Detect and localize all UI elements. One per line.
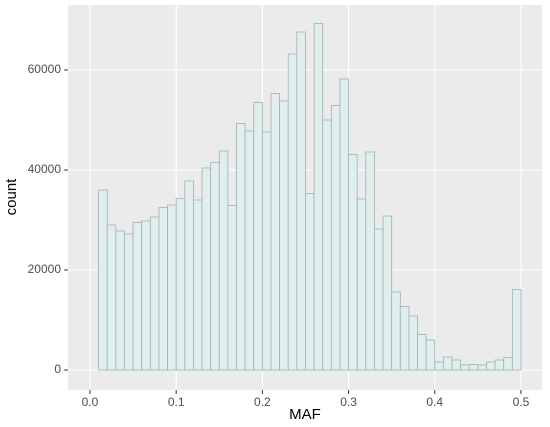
x-axis-title: MAF	[289, 406, 321, 423]
bar	[468, 364, 479, 371]
bar	[287, 53, 298, 371]
bar	[494, 359, 505, 371]
bar	[227, 205, 237, 371]
bar	[115, 230, 125, 371]
bar	[236, 123, 246, 371]
bar	[244, 130, 255, 371]
axes: 0.0 0.1 0.2 0.3 0.4 0.5 0 20000 40000 60000	[28, 62, 530, 409]
bar	[106, 224, 117, 371]
bar	[417, 334, 427, 371]
y-axis-title: count	[3, 178, 20, 216]
bar	[201, 167, 212, 371]
bar	[408, 315, 418, 371]
bar	[503, 357, 513, 371]
y-tick-label: 40000	[28, 162, 62, 176]
bar	[348, 154, 358, 371]
bar	[296, 31, 306, 371]
bar	[270, 93, 281, 371]
x-tick-label: 0.4	[426, 395, 443, 409]
bar	[365, 151, 375, 371]
y-tick-label: 60000	[28, 62, 62, 76]
bar	[141, 220, 151, 371]
bar	[460, 364, 470, 371]
bar	[511, 289, 522, 371]
bar	[279, 100, 289, 371]
bar	[434, 361, 444, 371]
x-tick-label: 0.3	[340, 395, 357, 409]
y-tick-label: 20000	[28, 262, 62, 276]
bar	[132, 222, 143, 371]
x-tick-label: 0.0	[82, 395, 99, 409]
bar	[253, 102, 263, 371]
bar	[124, 233, 134, 371]
bar	[451, 359, 462, 371]
bar	[330, 105, 341, 371]
bar	[339, 78, 349, 371]
bar	[322, 119, 332, 371]
x-tick-label: 0.2	[254, 395, 271, 409]
bar	[382, 215, 393, 371]
bar	[477, 364, 487, 371]
y-tick-label: 0	[54, 362, 61, 376]
x-tick-label: 0.5	[513, 395, 530, 409]
bar	[305, 193, 315, 371]
x-tick-label: 0.1	[168, 395, 185, 409]
bar	[261, 131, 272, 371]
bar	[218, 150, 229, 371]
bar	[486, 361, 496, 371]
bar	[158, 207, 168, 371]
bar	[167, 204, 177, 371]
bar	[425, 339, 436, 371]
bar	[210, 162, 220, 371]
bar	[149, 216, 160, 371]
bar	[374, 228, 384, 371]
bar	[175, 198, 186, 371]
bar	[356, 198, 367, 371]
bar	[399, 306, 410, 371]
bars	[98, 23, 522, 371]
bar	[98, 189, 108, 371]
bar	[184, 180, 194, 371]
bar	[193, 199, 203, 371]
bar	[391, 291, 401, 371]
bar	[442, 356, 453, 371]
bar	[313, 23, 324, 371]
